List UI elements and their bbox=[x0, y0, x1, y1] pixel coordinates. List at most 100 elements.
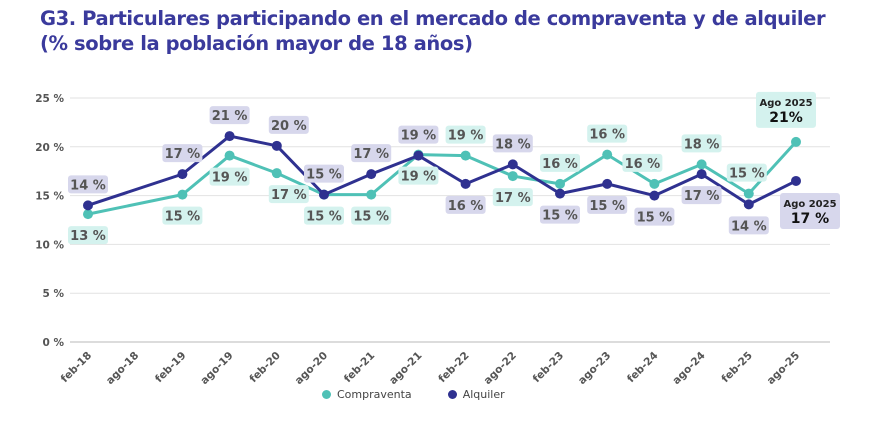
data-label-text: 16 % bbox=[589, 128, 625, 143]
y-tick-label: 20 % bbox=[35, 142, 64, 154]
data-label: 17 % bbox=[162, 144, 203, 163]
data-label: 17 % bbox=[351, 144, 392, 163]
data-point bbox=[224, 150, 235, 161]
data-point bbox=[791, 175, 801, 186]
data-label: 17 % bbox=[268, 185, 309, 204]
data-label-text: 17 % bbox=[165, 147, 201, 162]
data-label-text: 16 % bbox=[625, 157, 661, 172]
data-label: 19 % bbox=[398, 125, 439, 144]
data-label: 20 % bbox=[268, 115, 309, 134]
y-tick-label: 5 % bbox=[43, 288, 65, 300]
data-point bbox=[791, 136, 801, 147]
data-label-box bbox=[351, 144, 392, 163]
data-label: 15 % bbox=[540, 205, 580, 224]
data-label-box bbox=[445, 125, 486, 144]
data-label-text: 15 % bbox=[589, 199, 625, 214]
data-label-box bbox=[351, 206, 392, 225]
data-label-text: 15 % bbox=[353, 210, 389, 225]
data-label-box bbox=[492, 134, 533, 153]
data-point bbox=[649, 178, 660, 189]
data-label-text: 15 % bbox=[542, 209, 578, 224]
data-point bbox=[460, 178, 471, 189]
data-label-box bbox=[587, 195, 628, 214]
x-tick-label: ago-20 bbox=[293, 350, 330, 387]
x-tick-label: feb-20 bbox=[247, 350, 282, 385]
data-label-box bbox=[681, 134, 722, 153]
data-label-text: 18 % bbox=[684, 137, 720, 152]
data-point bbox=[83, 209, 93, 220]
data-label-text: 16 % bbox=[542, 157, 578, 172]
data-label: 15 % bbox=[304, 164, 344, 183]
legend-marker-compraventa bbox=[322, 390, 331, 399]
data-label-text: 17 % bbox=[271, 188, 307, 203]
data-label-box bbox=[398, 166, 439, 185]
data-label-text: 15 % bbox=[729, 167, 765, 182]
data-label: 17 % bbox=[492, 188, 533, 207]
data-label: 19 % bbox=[398, 166, 439, 185]
data-label-text: 15 % bbox=[637, 211, 673, 226]
data-point bbox=[271, 140, 282, 151]
data-point bbox=[177, 169, 188, 180]
data-label: 15 % bbox=[634, 207, 675, 226]
x-tick-label: ago-25 bbox=[765, 350, 802, 387]
data-label: 15 % bbox=[726, 163, 767, 182]
data-point bbox=[555, 178, 565, 189]
data-label-box bbox=[728, 216, 769, 235]
data-label-text: 14 % bbox=[731, 219, 767, 234]
data-label: 16 % bbox=[445, 195, 486, 214]
data-label-text: 19 % bbox=[401, 129, 437, 144]
data-label: 16 % bbox=[587, 124, 628, 143]
y-tick-label: 15 % bbox=[35, 191, 64, 203]
legend: Compraventa Alquiler bbox=[322, 388, 505, 401]
x-tick-label: feb-24 bbox=[625, 350, 660, 385]
data-label: 18 % bbox=[492, 134, 533, 153]
data-label: 13 % bbox=[68, 226, 108, 245]
data-label-text: 13 % bbox=[70, 229, 106, 244]
data-label-box bbox=[622, 153, 663, 172]
data-label-text: 17 % bbox=[495, 191, 531, 206]
legend-marker-alquiler bbox=[447, 390, 457, 399]
data-label: 14 % bbox=[68, 175, 108, 194]
data-label-value: 21% bbox=[769, 110, 803, 126]
data-point bbox=[649, 190, 660, 201]
data-label-text: 18 % bbox=[495, 137, 531, 152]
x-tick-label: feb-19 bbox=[153, 350, 188, 385]
data-point bbox=[319, 189, 329, 200]
data-label-box bbox=[268, 185, 309, 204]
data-label-box bbox=[162, 144, 203, 163]
data-label-box bbox=[726, 163, 767, 182]
data-label-box bbox=[68, 175, 108, 194]
legend-label-alquiler: Alquiler bbox=[462, 388, 505, 401]
data-label: 19 % bbox=[445, 125, 486, 144]
data-label-box bbox=[780, 192, 840, 229]
data-label-box bbox=[492, 188, 533, 207]
data-label-caption: Ago 2025 bbox=[783, 199, 836, 210]
data-label-box bbox=[68, 226, 108, 245]
data-label-text: 14 % bbox=[70, 178, 106, 193]
x-tick-label: ago-23 bbox=[576, 350, 613, 387]
x-tick-label: ago-24 bbox=[670, 350, 707, 387]
data-point bbox=[366, 189, 377, 200]
data-point bbox=[460, 150, 471, 161]
data-label-box bbox=[681, 186, 722, 205]
data-label-box bbox=[445, 195, 486, 214]
chart-title: G3. Particulares participando en el merc… bbox=[40, 6, 826, 56]
data-label: 14 % bbox=[728, 216, 769, 235]
x-tick-label: ago-22 bbox=[482, 350, 519, 387]
data-label-box bbox=[540, 205, 580, 224]
data-label: 19 % bbox=[209, 167, 250, 186]
data-label-box bbox=[634, 207, 675, 226]
data-label: 21 % bbox=[209, 106, 250, 125]
y-tick-label: 25 % bbox=[35, 93, 64, 105]
data-label: 15 % bbox=[304, 206, 344, 225]
data-point bbox=[696, 159, 707, 170]
data-label-box bbox=[398, 125, 439, 144]
x-tick-label: feb-22 bbox=[436, 350, 471, 385]
data-point bbox=[413, 150, 424, 161]
data-label-box bbox=[304, 206, 344, 225]
data-label-value: 17 % bbox=[791, 211, 829, 227]
legend-item-compraventa: Compraventa bbox=[322, 388, 412, 401]
data-point bbox=[507, 171, 518, 182]
